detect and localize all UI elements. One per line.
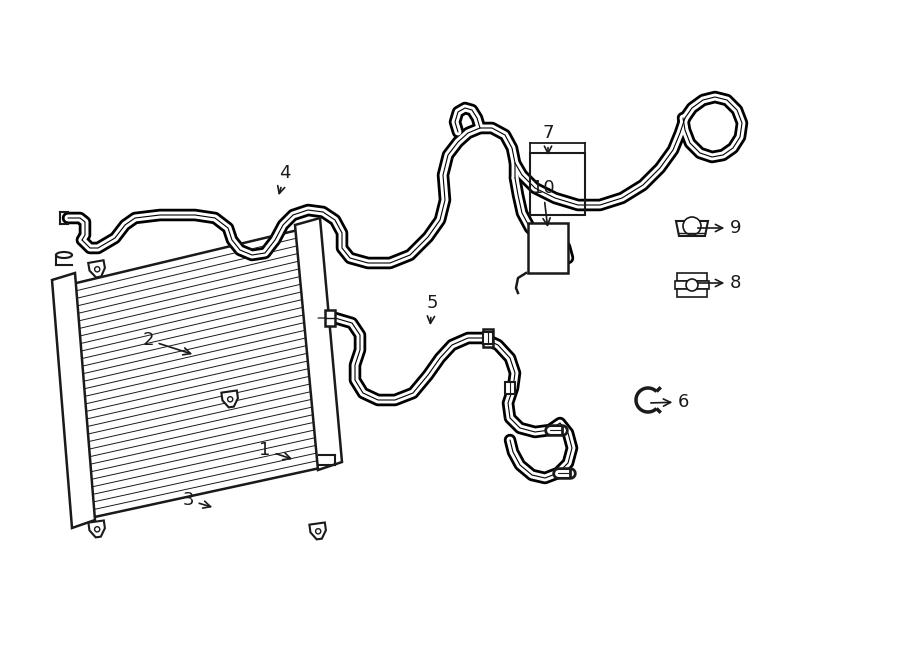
Polygon shape (221, 391, 238, 407)
Text: 4: 4 (278, 164, 291, 194)
Polygon shape (310, 522, 326, 539)
Polygon shape (483, 329, 493, 347)
Polygon shape (528, 223, 568, 273)
Text: 5: 5 (427, 294, 437, 323)
Text: 1: 1 (259, 441, 291, 459)
Ellipse shape (56, 252, 72, 258)
Circle shape (683, 217, 701, 235)
Polygon shape (68, 230, 320, 518)
Polygon shape (88, 520, 105, 537)
Polygon shape (483, 332, 493, 344)
Polygon shape (88, 260, 105, 278)
Polygon shape (677, 289, 707, 297)
Polygon shape (295, 218, 342, 470)
Circle shape (316, 529, 320, 534)
Circle shape (228, 397, 233, 402)
Text: 2: 2 (142, 331, 191, 355)
Polygon shape (505, 382, 515, 394)
Polygon shape (676, 221, 708, 236)
Text: 3: 3 (182, 491, 211, 509)
Text: 6: 6 (651, 393, 689, 411)
Circle shape (94, 266, 100, 272)
Circle shape (94, 527, 100, 532)
Text: 10: 10 (532, 179, 554, 225)
Circle shape (686, 279, 698, 291)
Polygon shape (675, 281, 709, 289)
Polygon shape (677, 273, 707, 281)
Text: 7: 7 (542, 124, 554, 153)
Polygon shape (52, 273, 95, 528)
Text: 8: 8 (698, 274, 742, 292)
Polygon shape (325, 310, 335, 326)
Text: 9: 9 (698, 219, 742, 237)
